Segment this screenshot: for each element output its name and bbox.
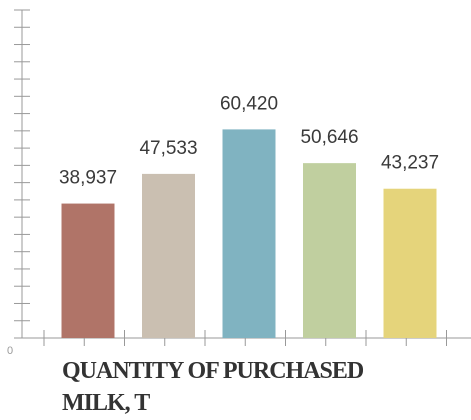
bar — [142, 173, 195, 338]
value-label: 47,533 — [139, 138, 197, 159]
bar — [61, 203, 115, 338]
y-tick-label: 0 — [7, 345, 13, 357]
bar — [222, 129, 276, 338]
value-label: 50,646 — [300, 127, 358, 148]
value-label: 60,420 — [220, 93, 278, 114]
chart-title: MILK, T — [62, 390, 150, 416]
bar — [383, 188, 437, 338]
value-label: 38,937 — [59, 168, 117, 189]
value-label: 43,237 — [381, 153, 439, 174]
bar — [303, 163, 356, 338]
chart-title: QUANTITY OF PURCHASED — [62, 358, 364, 384]
